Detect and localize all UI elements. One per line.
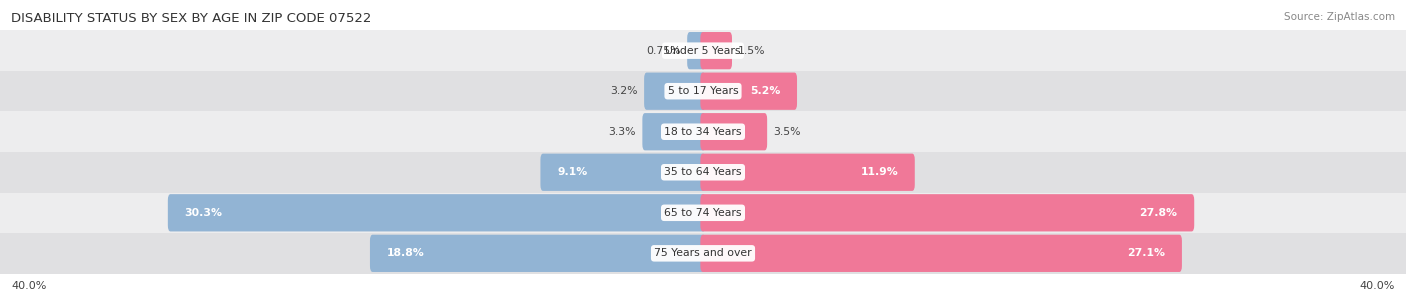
FancyBboxPatch shape [0, 192, 1406, 233]
Text: 40.0%: 40.0% [11, 281, 46, 291]
FancyBboxPatch shape [643, 113, 706, 150]
FancyBboxPatch shape [0, 112, 1406, 152]
FancyBboxPatch shape [700, 32, 733, 69]
Text: 5 to 17 Years: 5 to 17 Years [668, 86, 738, 96]
Text: 3.5%: 3.5% [773, 127, 801, 137]
Text: 3.2%: 3.2% [610, 86, 638, 96]
Text: 75 Years and over: 75 Years and over [654, 248, 752, 258]
Text: 5.2%: 5.2% [749, 86, 780, 96]
Text: 27.8%: 27.8% [1139, 208, 1178, 218]
Legend: Male, Female: Male, Female [647, 302, 759, 304]
FancyBboxPatch shape [370, 235, 706, 272]
Text: 27.1%: 27.1% [1128, 248, 1166, 258]
Text: 11.9%: 11.9% [860, 167, 898, 177]
FancyBboxPatch shape [0, 233, 1406, 274]
FancyBboxPatch shape [540, 154, 706, 191]
Text: 1.5%: 1.5% [738, 46, 766, 56]
FancyBboxPatch shape [700, 73, 797, 110]
FancyBboxPatch shape [0, 152, 1406, 192]
FancyBboxPatch shape [700, 154, 915, 191]
Text: 30.3%: 30.3% [184, 208, 222, 218]
Text: Source: ZipAtlas.com: Source: ZipAtlas.com [1284, 12, 1395, 22]
FancyBboxPatch shape [167, 194, 706, 231]
Text: 9.1%: 9.1% [557, 167, 588, 177]
Text: Under 5 Years: Under 5 Years [665, 46, 741, 56]
Text: 35 to 64 Years: 35 to 64 Years [664, 167, 742, 177]
Text: 65 to 74 Years: 65 to 74 Years [664, 208, 742, 218]
FancyBboxPatch shape [0, 71, 1406, 112]
Text: 40.0%: 40.0% [1360, 281, 1395, 291]
Text: 0.75%: 0.75% [647, 46, 681, 56]
FancyBboxPatch shape [0, 30, 1406, 71]
FancyBboxPatch shape [700, 235, 1182, 272]
FancyBboxPatch shape [644, 73, 706, 110]
FancyBboxPatch shape [688, 32, 706, 69]
Text: 18 to 34 Years: 18 to 34 Years [664, 127, 742, 137]
FancyBboxPatch shape [700, 113, 768, 150]
Text: 18.8%: 18.8% [387, 248, 425, 258]
Text: 3.3%: 3.3% [609, 127, 637, 137]
Text: DISABILITY STATUS BY SEX BY AGE IN ZIP CODE 07522: DISABILITY STATUS BY SEX BY AGE IN ZIP C… [11, 12, 371, 25]
FancyBboxPatch shape [700, 194, 1194, 231]
